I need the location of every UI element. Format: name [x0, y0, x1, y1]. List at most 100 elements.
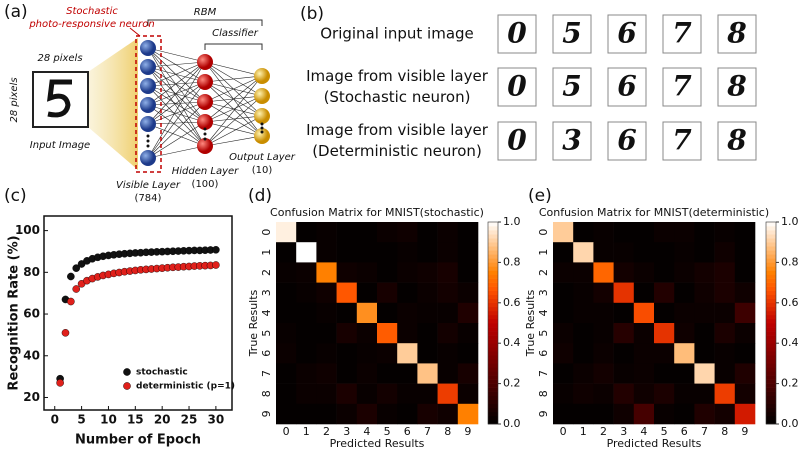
cell: [654, 222, 675, 243]
digit: 6: [617, 70, 636, 103]
bracket: [204, 43, 263, 50]
cell: [336, 403, 358, 425]
colorbar-step: [766, 331, 776, 336]
colorbar-step: [766, 262, 776, 267]
connection: [147, 145, 206, 159]
connection: [147, 85, 206, 103]
ellipsis-dot: [146, 139, 150, 143]
digit-box: [662, 67, 702, 107]
x-tick-label: 6: [404, 425, 411, 438]
connection: [147, 101, 206, 125]
colorbar-step: [488, 242, 498, 247]
colorbar-step: [766, 238, 776, 243]
cell: [316, 282, 337, 304]
cell: [437, 323, 459, 344]
neuron-label: Stochastic: [66, 6, 118, 17]
colorbar-step: [488, 371, 498, 376]
legend-marker: [123, 382, 131, 390]
colorbar-step: [766, 254, 776, 259]
colorbar-step: [488, 262, 498, 267]
colorbar-step: [766, 395, 776, 401]
colorbar-step: [766, 387, 776, 392]
colorbar-label: 0.4: [503, 336, 521, 349]
ellipsis-dot: [260, 122, 264, 126]
cell: [296, 403, 317, 425]
colorbar-step: [488, 294, 498, 300]
colorbar-step: [488, 411, 498, 417]
colorbar-step: [766, 355, 776, 360]
cell: [593, 302, 614, 324]
cell: [296, 282, 317, 304]
cell: [377, 302, 398, 324]
cell: [613, 323, 635, 344]
y-tick-label: 2: [260, 269, 273, 276]
neuron: [140, 78, 156, 94]
cell: [654, 262, 675, 283]
panel-label: (c): [4, 186, 27, 206]
image-grid: Original input image 0 5 6 7 8 Image from visi…: [306, 14, 757, 161]
cell: [714, 323, 736, 344]
colorbar-step: [488, 274, 498, 279]
colorbar-step: [488, 314, 498, 320]
cell: [674, 323, 695, 344]
colorbar-step: [488, 339, 498, 344]
cell: [674, 403, 695, 425]
x-tick-label: 6: [681, 425, 688, 438]
cell: [316, 403, 337, 425]
y-axis-label: True Results: [247, 289, 260, 357]
colorbar-step: [488, 298, 498, 304]
cell: [593, 363, 614, 384]
neuron: [197, 54, 213, 70]
point: [72, 285, 81, 293]
colorbar-label: 0.4: [781, 336, 799, 349]
cell: [674, 262, 695, 283]
colorbar-step: [488, 367, 498, 372]
cell: [417, 222, 438, 243]
digit: 7: [672, 17, 692, 50]
connection: [147, 61, 206, 159]
digit-box: [717, 67, 757, 107]
colorbar-step: [488, 363, 498, 368]
colorbar-step: [766, 415, 776, 421]
colorbar-step: [488, 375, 498, 380]
colorbar-frame: [765, 221, 777, 425]
colorbar-step: [488, 379, 498, 384]
neuron: [254, 128, 270, 144]
hidden-count: (100): [192, 179, 219, 190]
connection: [147, 81, 206, 125]
cell: [633, 282, 655, 304]
cell: [457, 363, 479, 384]
cell: [654, 323, 675, 344]
cell: [694, 222, 715, 243]
cell: [417, 403, 438, 425]
cell: [296, 323, 317, 344]
cell: [437, 363, 459, 384]
digit: 7: [672, 124, 692, 157]
cell: [674, 242, 695, 263]
colorbar-step: [766, 371, 776, 376]
neuron: [197, 94, 213, 110]
cell: [654, 343, 675, 364]
digit: 3: [562, 124, 581, 157]
cell: [296, 262, 317, 283]
colorbar-step: [766, 314, 776, 320]
cell: [276, 343, 297, 364]
neuron: [140, 116, 156, 132]
cell: [553, 403, 574, 425]
connection: [147, 47, 206, 63]
colorbar-step: [488, 391, 498, 397]
colorbar-step: [766, 310, 776, 316]
cell: [336, 323, 358, 344]
cell: [694, 343, 715, 364]
cell: [356, 302, 378, 324]
colorbar-step: [766, 226, 776, 231]
cell: [714, 262, 736, 283]
cell: [593, 383, 614, 405]
connection: [147, 85, 206, 147]
colorbar-step: [488, 403, 498, 409]
digit: 6: [617, 17, 636, 50]
cell: [356, 262, 378, 283]
cell: [276, 363, 297, 384]
cell: [674, 363, 695, 384]
